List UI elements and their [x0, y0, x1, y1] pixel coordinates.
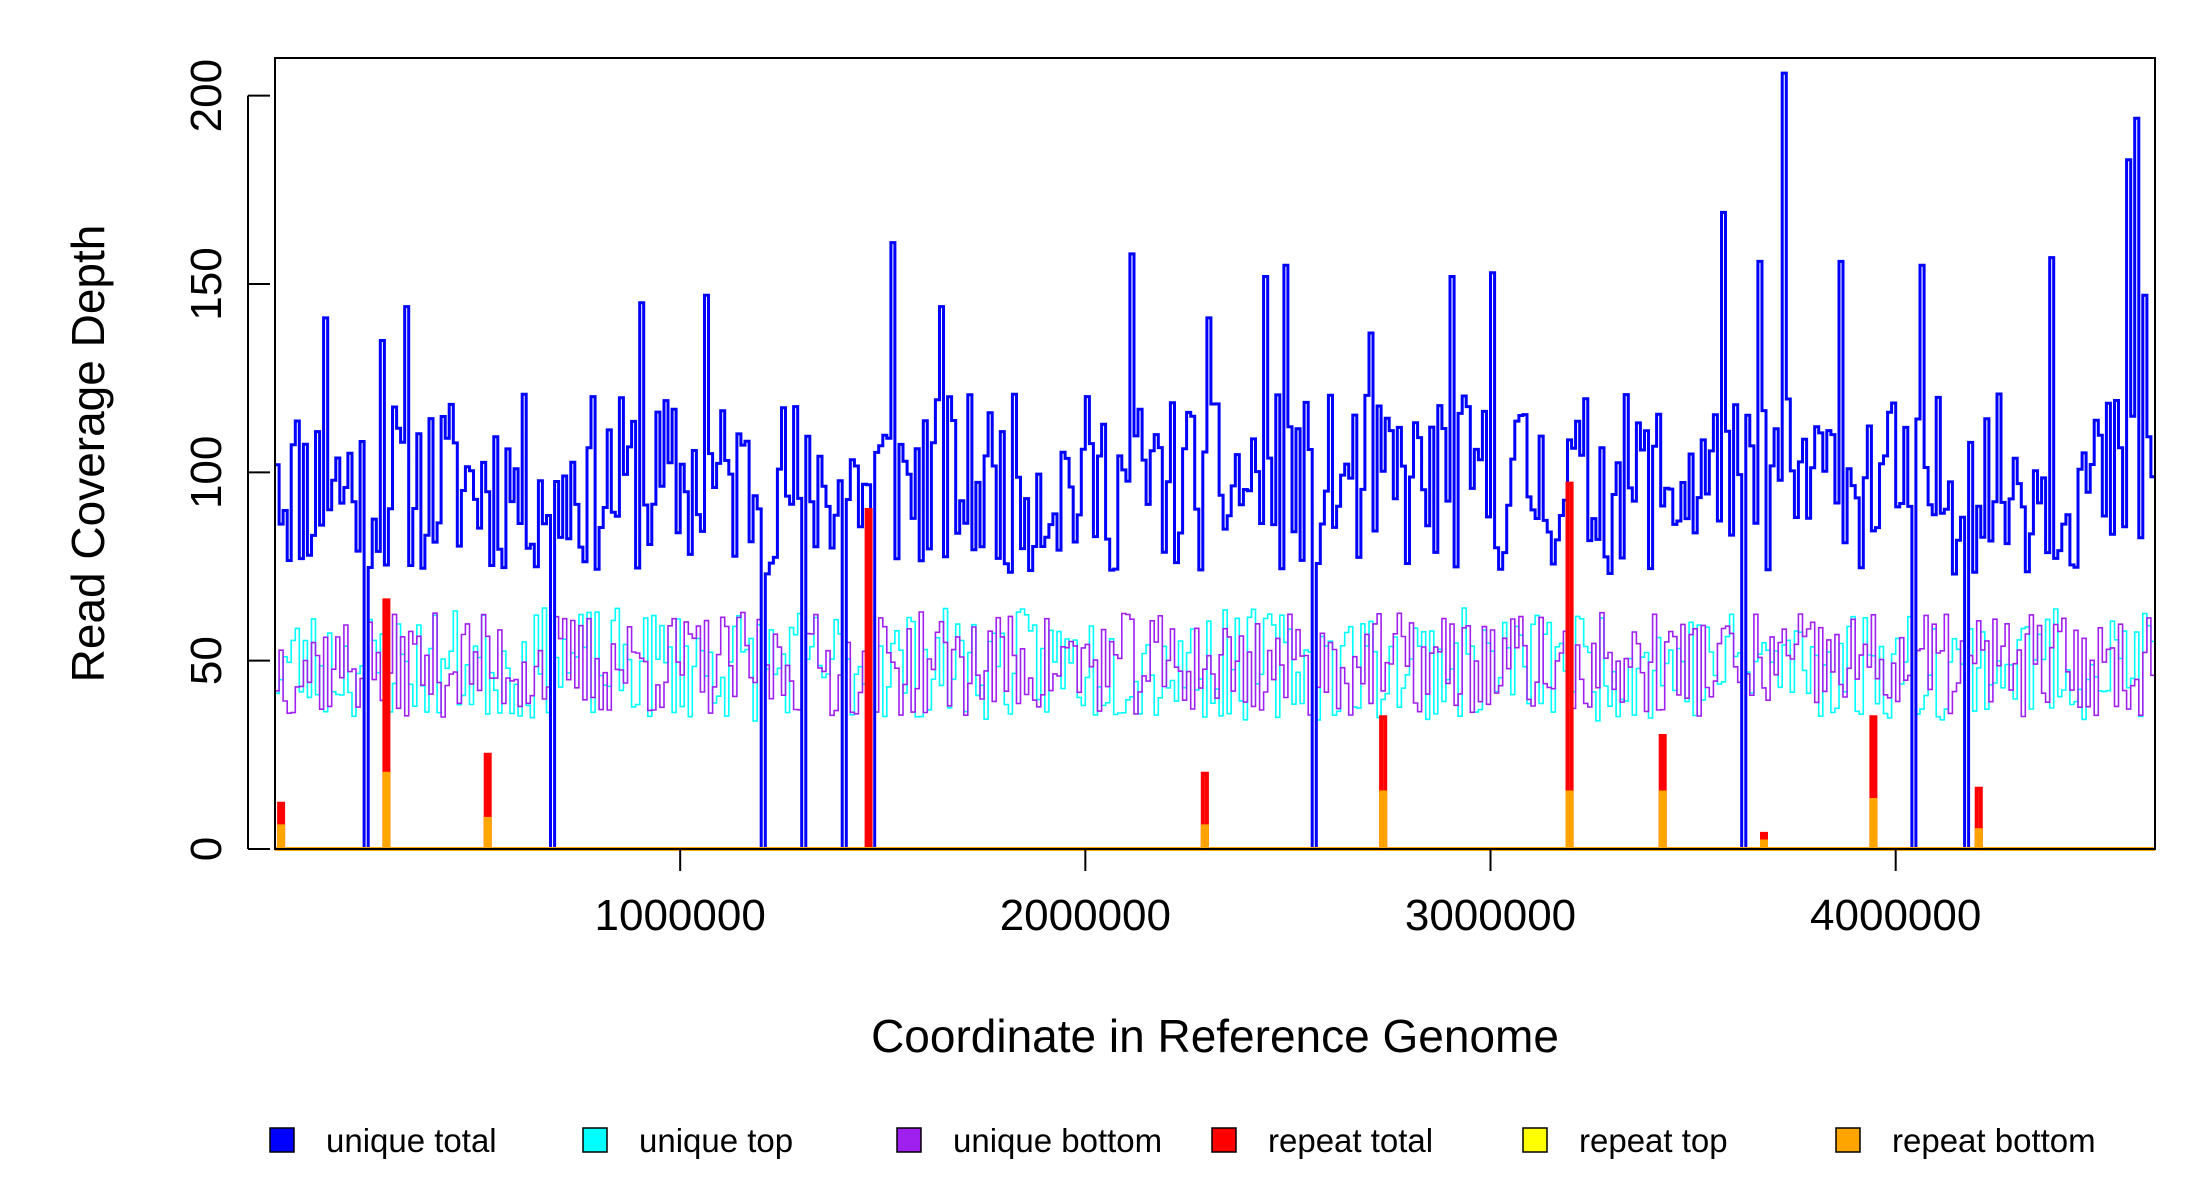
y-tick-label: 0	[182, 837, 231, 861]
legend-item: repeat top	[1522, 1122, 1728, 1159]
x-axis: 1000000 2000000 3000000 4000000	[595, 849, 1981, 940]
y-tick-label: 150	[182, 247, 231, 320]
legend-label: unique total	[326, 1122, 497, 1159]
y-tick-label: 200	[182, 59, 231, 132]
legend-swatch	[896, 1127, 922, 1153]
x-tick-label: 4000000	[1810, 891, 1981, 940]
x-axis-title: Coordinate in Reference Genome	[871, 1010, 1559, 1062]
legend-item: unique total	[269, 1122, 497, 1159]
legend-item: repeat total	[1211, 1122, 1433, 1159]
x-tick-label: 1000000	[595, 891, 766, 940]
series-line-unique-total	[275, 71, 2155, 851]
x-tick-label: 2000000	[1000, 891, 1171, 940]
series-line-unique-bottom	[275, 611, 2155, 850]
legend: unique total unique top unique bottom repea…	[269, 1122, 2096, 1159]
legend-label: repeat top	[1579, 1122, 1728, 1159]
plot-frame	[274, 57, 2156, 850]
legend-label: unique top	[639, 1122, 793, 1159]
y-tick-label: 100	[182, 436, 231, 509]
legend-swatch	[582, 1127, 608, 1153]
y-tick-label: 50	[182, 636, 231, 685]
legend-swatch	[1835, 1127, 1861, 1153]
legend-label: unique bottom	[953, 1122, 1162, 1159]
y-axis: 0 50 100 150 200	[182, 59, 270, 861]
legend-label: repeat bottom	[1892, 1122, 2096, 1159]
legend-item: unique bottom	[896, 1122, 1162, 1159]
legend-swatch	[269, 1127, 295, 1153]
legend-label: repeat total	[1268, 1122, 1433, 1159]
legend-swatch	[1211, 1127, 1237, 1153]
x-tick-label: 3000000	[1405, 891, 1576, 940]
legend-item: repeat bottom	[1835, 1122, 2096, 1159]
y-axis-title: Read Coverage Depth	[62, 225, 114, 683]
legend-swatch	[1522, 1127, 1548, 1153]
legend-item: unique top	[582, 1122, 793, 1159]
